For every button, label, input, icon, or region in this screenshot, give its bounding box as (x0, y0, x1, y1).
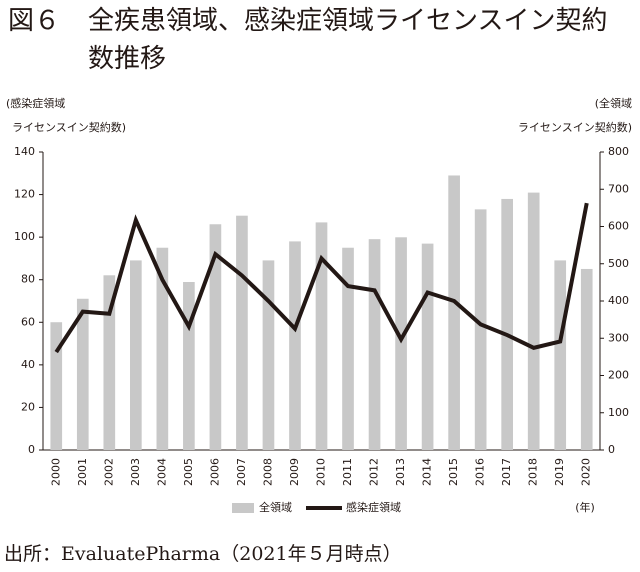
x-tick-label: 2017 (500, 458, 513, 486)
bar (474, 209, 487, 450)
y2-label: ライセンスイン契約数) (518, 120, 632, 134)
figure-label: 図６ (8, 6, 61, 36)
x-tick-label: 2016 (474, 458, 487, 486)
x-unit: (年) (575, 500, 595, 514)
bar (236, 215, 248, 450)
y-tick-label: 20 (21, 400, 35, 413)
bar (315, 222, 328, 450)
bar (527, 192, 540, 451)
y2-tick-label: 0 (608, 443, 615, 456)
y2-tick-label: 100 (608, 406, 629, 419)
x-tick-label: 2012 (368, 458, 381, 486)
y-label: ライセンスイン契約数) (12, 120, 126, 134)
bar (209, 224, 222, 450)
bar (76, 298, 89, 450)
bar (554, 260, 567, 450)
x-tick-label: 2014 (421, 458, 434, 486)
x-tick-label: 2009 (288, 458, 301, 486)
bar (183, 282, 195, 450)
y2-tick-label: 200 (608, 369, 629, 382)
y2-tick-label: 600 (608, 220, 629, 233)
bar (289, 241, 301, 450)
title-block: 図６ 全疾患領域、感染症領域ライセンスイン契約数推移 (8, 2, 638, 78)
bar (262, 260, 275, 450)
x-tick-label: 2004 (155, 458, 168, 486)
bar (421, 243, 434, 450)
x-tick-label: 2007 (235, 458, 248, 486)
x-tick-label: 2005 (182, 458, 195, 486)
x-tick-label: 2006 (208, 458, 221, 486)
y2-label: (全領域 (595, 96, 632, 110)
y-label: (感染症領域 (6, 96, 65, 110)
x-tick-label: 2008 (261, 458, 274, 486)
y-tick-label: 0 (28, 443, 35, 456)
y-tick-label: 40 (21, 358, 35, 371)
y-tick-label: 120 (14, 188, 35, 201)
x-tick-label: 2018 (527, 458, 540, 486)
x-tick-label: 2015 (447, 458, 460, 486)
bar (448, 175, 460, 450)
y-tick-label: 80 (21, 273, 35, 286)
y2-tick-label: 500 (608, 257, 629, 270)
x-tick-label: 2002 (102, 458, 115, 486)
x-tick-label: 2010 (315, 458, 328, 486)
bar (501, 198, 514, 450)
legend-label: 感染症領域 (346, 500, 401, 514)
bar (368, 239, 381, 450)
x-tick-label: 2001 (76, 458, 89, 486)
bar (342, 247, 354, 450)
bar (129, 260, 142, 450)
y-tick-label: 60 (21, 315, 35, 328)
y2-tick-label: 800 (608, 145, 629, 158)
y-tick-label: 140 (14, 145, 35, 158)
bar (580, 268, 593, 450)
bar (103, 275, 116, 450)
chart-title: 全疾患領域、感染症領域ライセンスイン契約数推移 (88, 6, 608, 74)
x-tick-label: 2020 (580, 458, 593, 486)
legend-label: 全領域 (259, 500, 292, 514)
x-tick-label: 2000 (49, 458, 62, 486)
line (54, 202, 589, 354)
bar (395, 237, 407, 450)
y-tick-label: 100 (14, 230, 35, 243)
x-tick-label: 2013 (394, 458, 407, 486)
y2-tick-label: 400 (608, 294, 629, 307)
x-tick-label: 2011 (341, 458, 354, 486)
bar (50, 322, 63, 450)
bar (156, 247, 169, 450)
x-tick-label: 2003 (129, 458, 142, 486)
y2-tick-label: 300 (608, 331, 629, 344)
legend-swatch (232, 503, 254, 513)
y2-tick-label: 700 (608, 182, 629, 195)
x-tick-label: 2019 (553, 458, 566, 486)
source: 出所：EvaluatePharma（2021年５月時点） (4, 543, 402, 565)
